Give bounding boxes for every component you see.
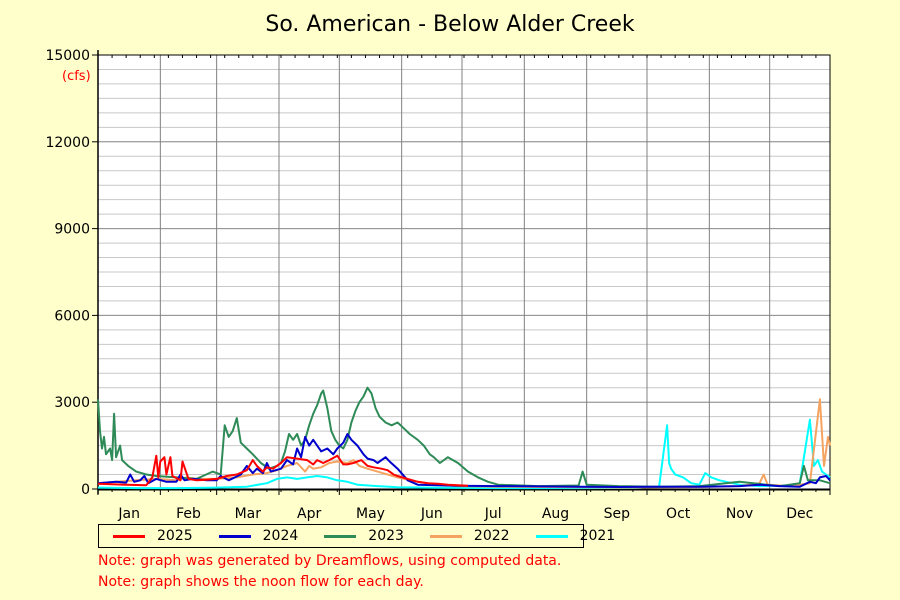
y-unit-label: (cfs) (62, 69, 91, 84)
x-tick-label: Jun (420, 506, 443, 522)
y-tick-label: 15000 (45, 48, 90, 64)
legend-item-2022: 2022 (429, 528, 510, 544)
legend-swatch (218, 534, 251, 538)
legend-item-2023: 2023 (324, 528, 404, 544)
x-tick-label: Sep (604, 506, 631, 522)
x-tick-label: Mar (235, 506, 262, 522)
y-tick-label: 0 (81, 482, 90, 498)
legend-swatch (113, 534, 145, 538)
legend-item-2025: 2025 (113, 528, 193, 544)
legend-label: 2025 (157, 528, 193, 544)
x-tick-label: Jan (117, 506, 140, 522)
chart-title: So. American - Below Alder Creek (265, 12, 635, 37)
legend-label: 2022 (473, 528, 510, 544)
legend-label: 2024 (262, 528, 299, 544)
legend-label: 2021 (579, 528, 616, 544)
x-tick-label: Jul (484, 506, 502, 522)
chart-labels: 0 3000 6000 9000 12000 15000 (cfs) Jan Feb Mar Apr… (45, 48, 813, 522)
note-generated: Note: graph was generated by Dreamflows,… (98, 553, 562, 569)
legend-item-2021: 2021 (535, 528, 616, 544)
chart-axes (92, 50, 831, 495)
series-line-2025 (97, 454, 469, 487)
legend-item-2024: 2024 (218, 528, 299, 544)
legend-swatch (535, 534, 568, 538)
x-tick-label: Oct (666, 506, 691, 522)
chart-series (97, 386, 831, 490)
legend-label: 2023 (368, 528, 404, 544)
x-tick-label: Feb (176, 506, 201, 522)
y-tick-label: 12000 (45, 135, 90, 151)
chart-grid (98, 54, 830, 490)
y-tick-label: 9000 (54, 222, 90, 238)
x-tick-label: May (356, 506, 385, 522)
x-tick-label: Nov (726, 506, 753, 522)
legend-swatch (429, 534, 462, 538)
chart-legend: 2025 2024 2023 2022 2021 (98, 524, 615, 548)
note-noon-flow: Note: graph shows the noon flow for each… (98, 574, 424, 590)
x-tick-label: Apr (297, 506, 321, 522)
legend-swatch (324, 534, 357, 538)
y-tick-label: 3000 (54, 395, 90, 411)
x-tick-label: Dec (786, 506, 813, 522)
x-tick-label: Aug (542, 506, 569, 522)
y-tick-label: 6000 (54, 308, 90, 324)
series-line-2023 (97, 386, 831, 488)
